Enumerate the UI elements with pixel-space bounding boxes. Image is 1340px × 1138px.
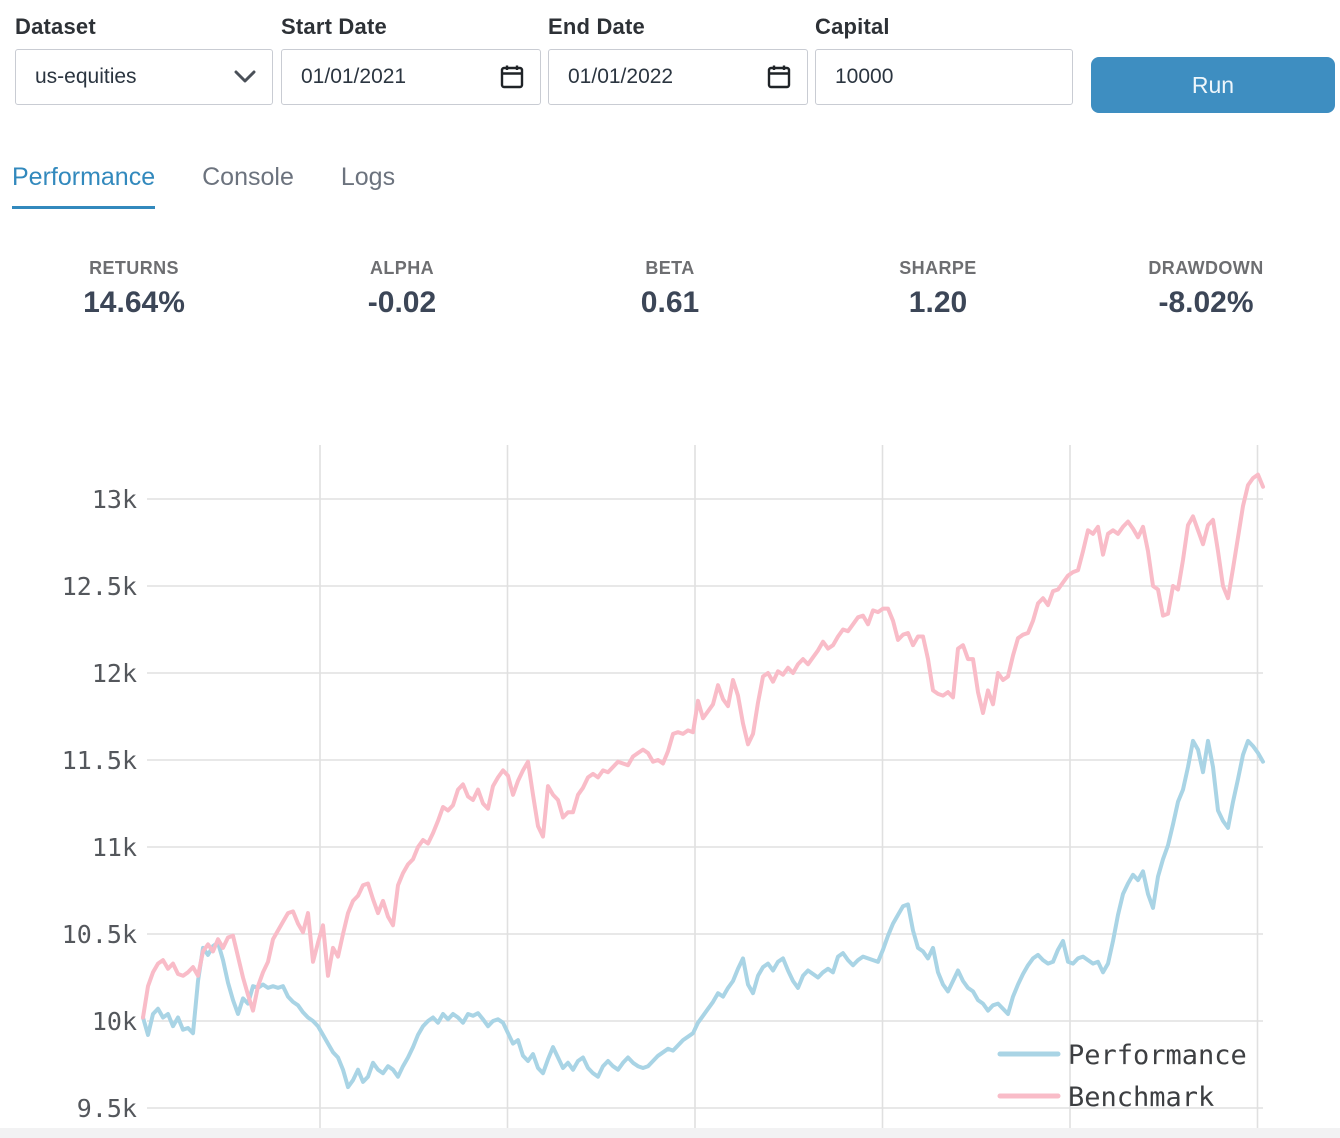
stat-label: DRAWDOWN bbox=[1148, 258, 1264, 278]
chevron-down-icon bbox=[234, 70, 256, 84]
stat-sharpe: SHARPE 1.20 bbox=[804, 258, 1072, 320]
performance-line bbox=[141, 738, 1265, 1090]
stat-drawdown: DRAWDOWN -8.02% bbox=[1072, 258, 1340, 320]
dataset-label: Dataset bbox=[15, 14, 96, 39]
stat-beta: BETA 0.61 bbox=[536, 258, 804, 320]
stat-label: SHARPE bbox=[899, 258, 977, 278]
y-tick-label: 13k bbox=[92, 485, 137, 514]
tab-logs[interactable]: Logs bbox=[340, 163, 396, 191]
y-tick-label: 10.5k bbox=[62, 920, 137, 949]
result-tabs: Performance Console Logs bbox=[12, 163, 395, 209]
start-date-input[interactable]: 01/01/2021 bbox=[281, 49, 541, 105]
chart-canvas: 9.5k 10k 10.5k 11k 11.5k 12k 12.5k 13k Performan… bbox=[62, 445, 1265, 1128]
dataset-select[interactable]: us-equities bbox=[15, 49, 273, 105]
end-date-input[interactable]: 01/01/2022 bbox=[548, 49, 808, 105]
y-tick-label: 11k bbox=[92, 833, 137, 862]
calendar-icon[interactable] bbox=[767, 64, 791, 90]
capital-input[interactable]: 10000 bbox=[815, 49, 1073, 105]
tab-console[interactable]: Console bbox=[202, 163, 294, 191]
benchmark-line bbox=[141, 472, 1265, 1020]
run-button[interactable]: Run bbox=[1091, 57, 1335, 113]
chart-bottom-edge bbox=[0, 1128, 1340, 1138]
stat-value: -0.02 bbox=[367, 286, 437, 319]
stat-value: 14.64% bbox=[83, 286, 185, 319]
capital-value: 10000 bbox=[835, 65, 894, 88]
start-date-label: Start Date bbox=[281, 14, 387, 39]
legend-label: Performance bbox=[1068, 1040, 1247, 1071]
y-tick-label: 9.5k bbox=[77, 1094, 137, 1123]
stat-value: 0.61 bbox=[640, 286, 700, 319]
dataset-field: Dataset us-equities bbox=[15, 14, 273, 105]
end-date-field: End Date 01/01/2022 bbox=[548, 14, 808, 105]
equity-curve-chart: 9.5k 10k 10.5k 11k 11.5k 12k 12.5k 13k Performan… bbox=[0, 440, 1340, 1138]
stat-value: -8.02% bbox=[1158, 286, 1254, 319]
y-tick-label: 12.5k bbox=[62, 572, 137, 601]
stat-value: 1.20 bbox=[908, 286, 968, 319]
end-date-label: End Date bbox=[548, 14, 645, 39]
stats-row: RETURNS 14.64% ALPHA -0.02 BETA 0.61 SHA… bbox=[0, 258, 1340, 320]
calendar-icon[interactable] bbox=[500, 64, 524, 90]
start-date-value: 01/01/2021 bbox=[301, 65, 407, 88]
dataset-selected-value: us-equities bbox=[35, 65, 137, 88]
stat-label: BETA bbox=[645, 258, 695, 278]
start-date-field: Start Date 01/01/2021 bbox=[281, 14, 541, 105]
y-tick-label: 11.5k bbox=[62, 746, 137, 775]
stat-label: RETURNS bbox=[89, 258, 179, 278]
capital-label: Capital bbox=[815, 14, 890, 39]
stat-returns: RETURNS 14.64% bbox=[0, 258, 268, 320]
tab-performance[interactable]: Performance bbox=[12, 163, 156, 209]
legend-label: Benchmark bbox=[1068, 1082, 1214, 1113]
y-tick-label: 12k bbox=[92, 659, 137, 688]
end-date-value: 01/01/2022 bbox=[568, 65, 674, 88]
stat-alpha: ALPHA -0.02 bbox=[268, 258, 536, 320]
stat-label: ALPHA bbox=[370, 258, 434, 278]
y-tick-label: 10k bbox=[92, 1007, 137, 1036]
capital-field: Capital 10000 bbox=[815, 14, 1073, 105]
